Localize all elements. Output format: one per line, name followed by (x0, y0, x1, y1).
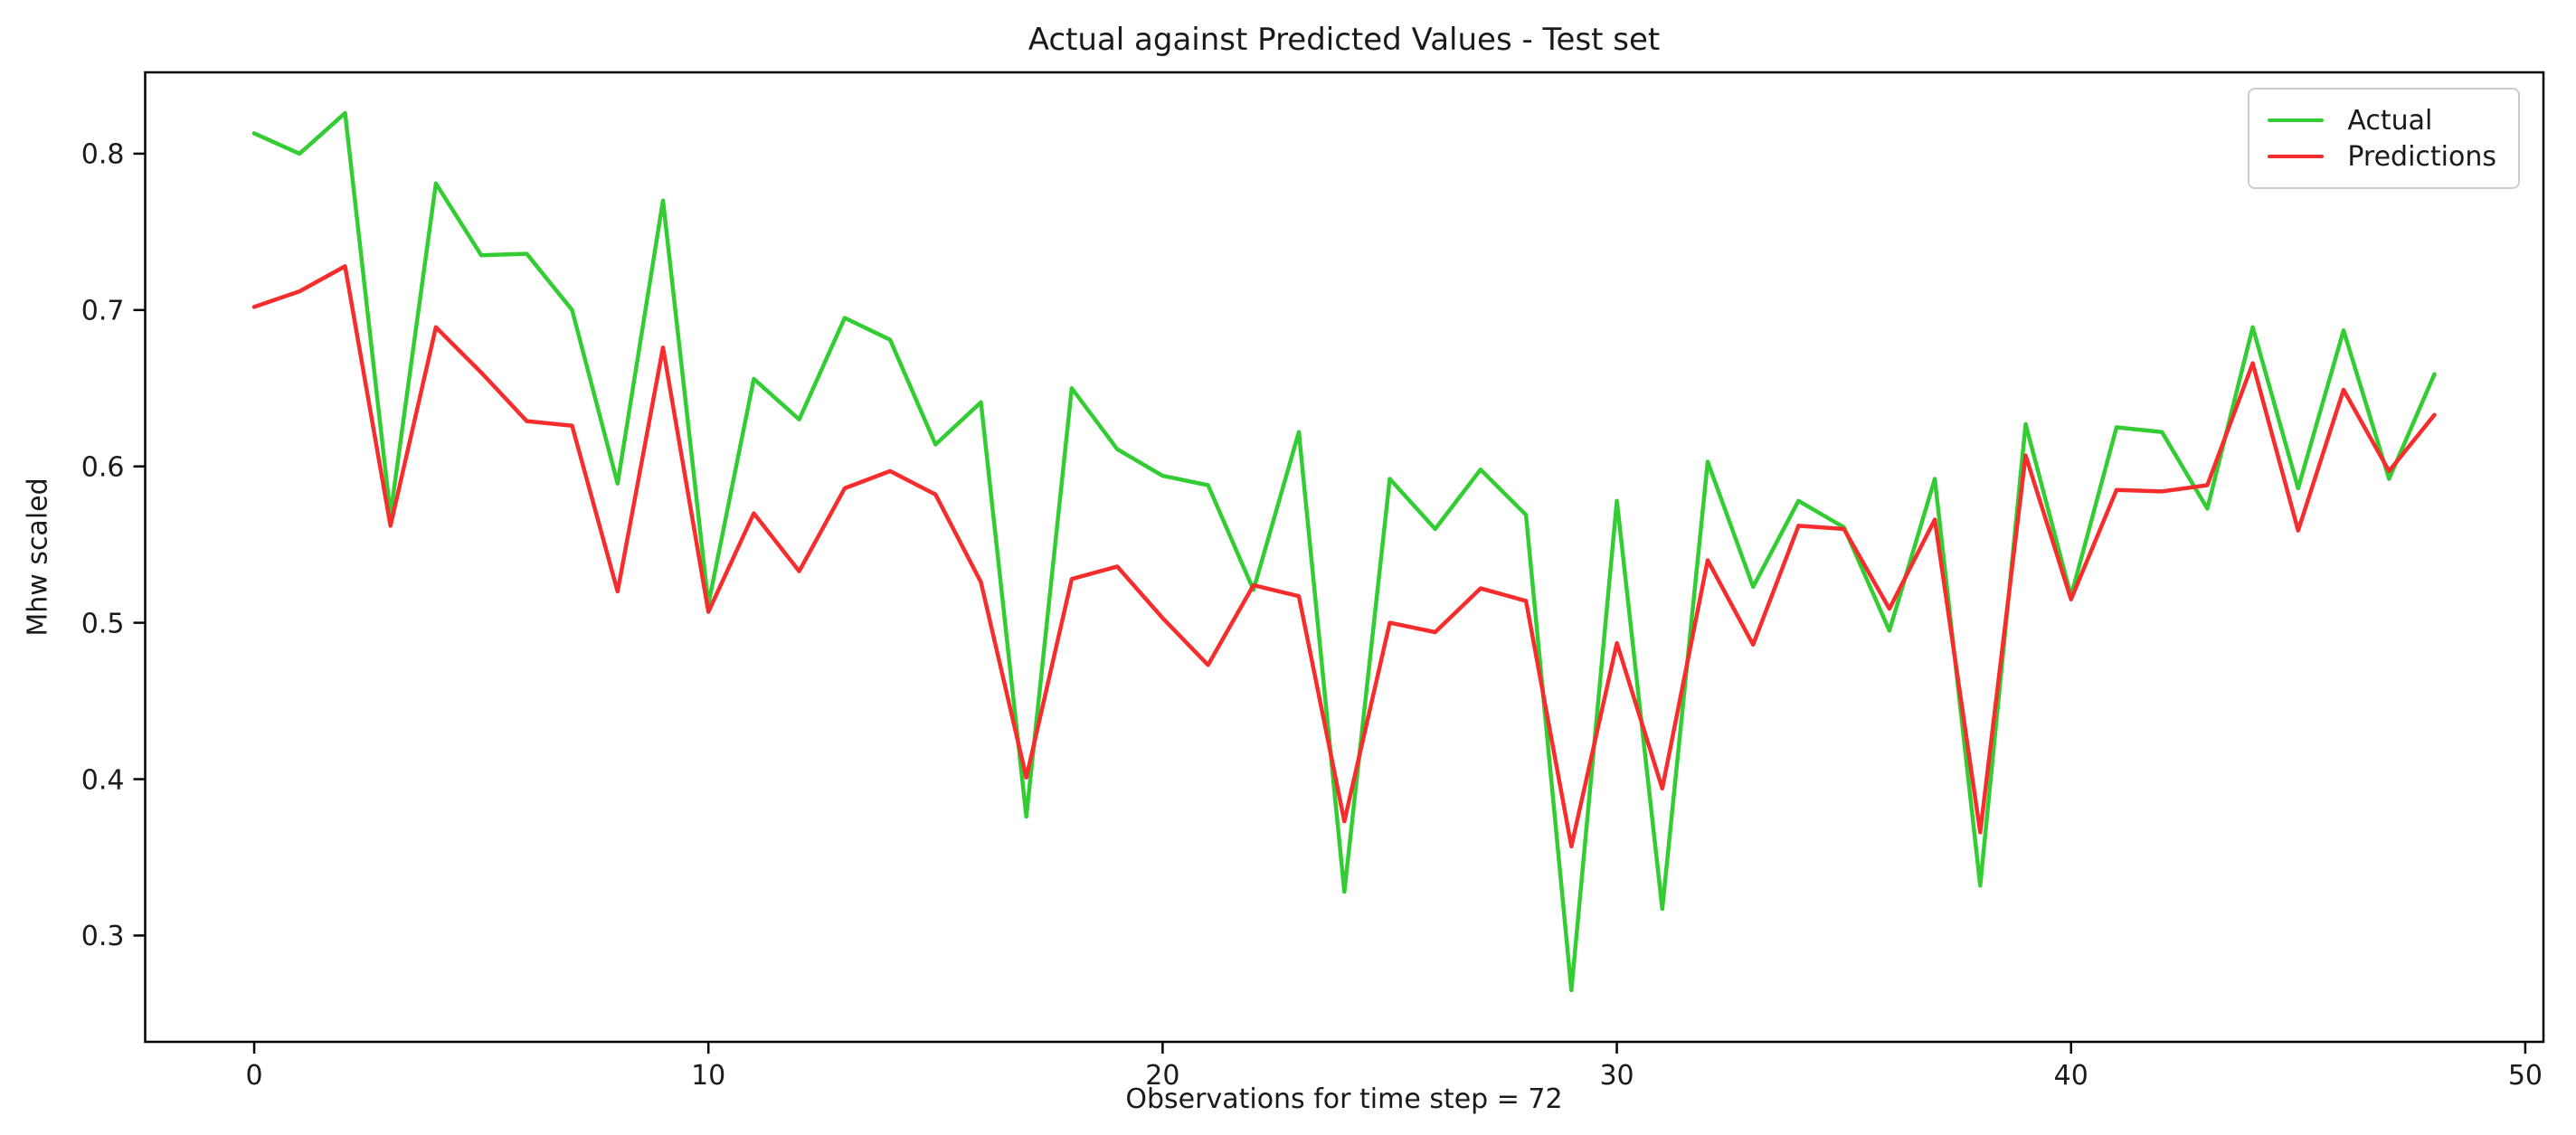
legend-item-actual: Actual (2268, 102, 2496, 138)
legend-label-predictions: Predictions (2347, 140, 2496, 173)
y-tick-label: 0.6 (81, 452, 125, 484)
y-tick-label: 0.7 (81, 296, 125, 327)
y-tick-label: 0.5 (81, 608, 125, 639)
x-tick-label: 30 (1599, 1060, 1634, 1092)
x-tick-label: 20 (1145, 1060, 1179, 1092)
actual-line-swatch (2268, 118, 2325, 122)
chart-title: Actual against Predicted Values - Test s… (1028, 22, 1661, 58)
axes-spines (144, 71, 2545, 1044)
x-tick-label: 0 (245, 1060, 262, 1092)
legend-label-actual: Actual (2347, 104, 2433, 137)
series-line-predictions (251, 264, 2437, 849)
x-tick-label: 50 (2508, 1060, 2543, 1092)
legend-item-predictions: Predictions (2268, 138, 2496, 175)
y-tick-label: 0.4 (81, 764, 125, 796)
x-axis-label: Observations for time step = 72 (1125, 1083, 1563, 1115)
x-tick-label: 40 (2054, 1060, 2088, 1092)
legend-box: Actual Predictions (2248, 88, 2520, 189)
predictions-line-swatch (2268, 155, 2325, 158)
y-tick-label: 0.8 (81, 139, 125, 171)
y-axis-label: Mhw scaled (22, 478, 54, 637)
x-tick-label: 10 (691, 1060, 725, 1092)
y-tick-label: 0.3 (81, 921, 125, 952)
series-line-actual (251, 110, 2437, 993)
